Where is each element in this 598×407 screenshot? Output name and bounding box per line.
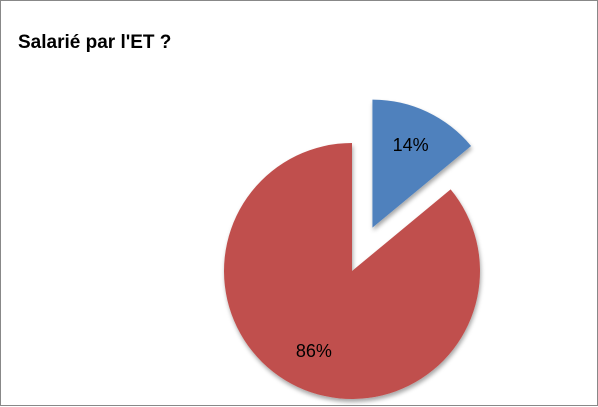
pie-slice xyxy=(224,143,480,399)
pie xyxy=(224,99,480,399)
data-label: 14% xyxy=(393,135,429,155)
data-label: 86% xyxy=(296,341,332,361)
pie-slice xyxy=(372,99,472,228)
chart-title: Salarié par l'ET ? xyxy=(18,32,171,53)
